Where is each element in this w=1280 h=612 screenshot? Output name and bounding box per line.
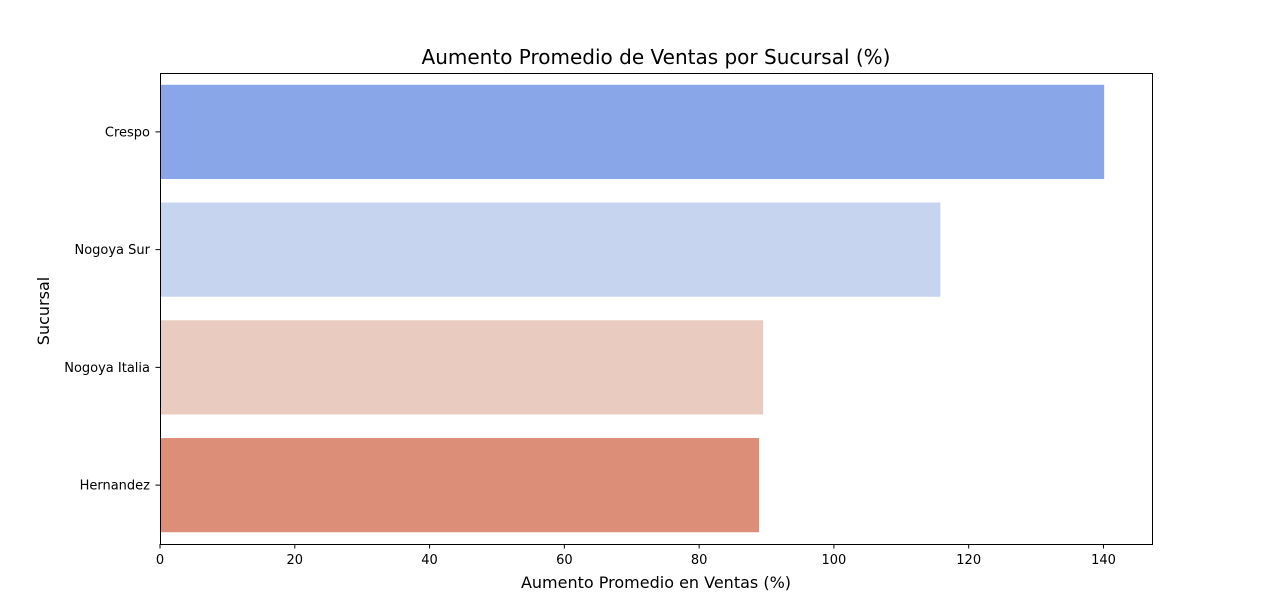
x-tick-label: 20 (287, 553, 304, 568)
x-tick-label: 140 (1091, 553, 1116, 568)
x-axis: 0 20 40 60 80 100 120 140 (156, 544, 1116, 568)
x-tick-label: 0 (156, 553, 164, 568)
y-tick-label: Nogoya Italia (64, 361, 150, 376)
x-axis-label: Aumento Promedio en Ventas (%) (521, 573, 791, 592)
x-tick-label: 80 (691, 553, 708, 568)
plot-frame (160, 73, 1153, 545)
bar-crespo (160, 84, 1105, 179)
x-tick-label: 120 (956, 553, 981, 568)
y-tick-label: Hernandez (80, 479, 151, 494)
y-axis-label: Sucursal (34, 277, 53, 345)
x-tick-label: 60 (556, 553, 573, 568)
y-tick-label: Crespo (105, 125, 150, 140)
bar-nogoya-italia (160, 320, 764, 415)
x-tick-label: 40 (421, 553, 438, 568)
y-axis: Crespo Nogoya Sur Nogoya Italia Hernandez (64, 125, 160, 494)
x-tick-label: 100 (821, 553, 846, 568)
bars-group (160, 84, 1105, 533)
y-tick-label: Nogoya Sur (74, 243, 150, 258)
bar-nogoya-sur (160, 202, 941, 297)
bar-hernandez (160, 438, 760, 533)
chart-title: Aumento Promedio de Ventas por Sucursal … (422, 45, 891, 69)
